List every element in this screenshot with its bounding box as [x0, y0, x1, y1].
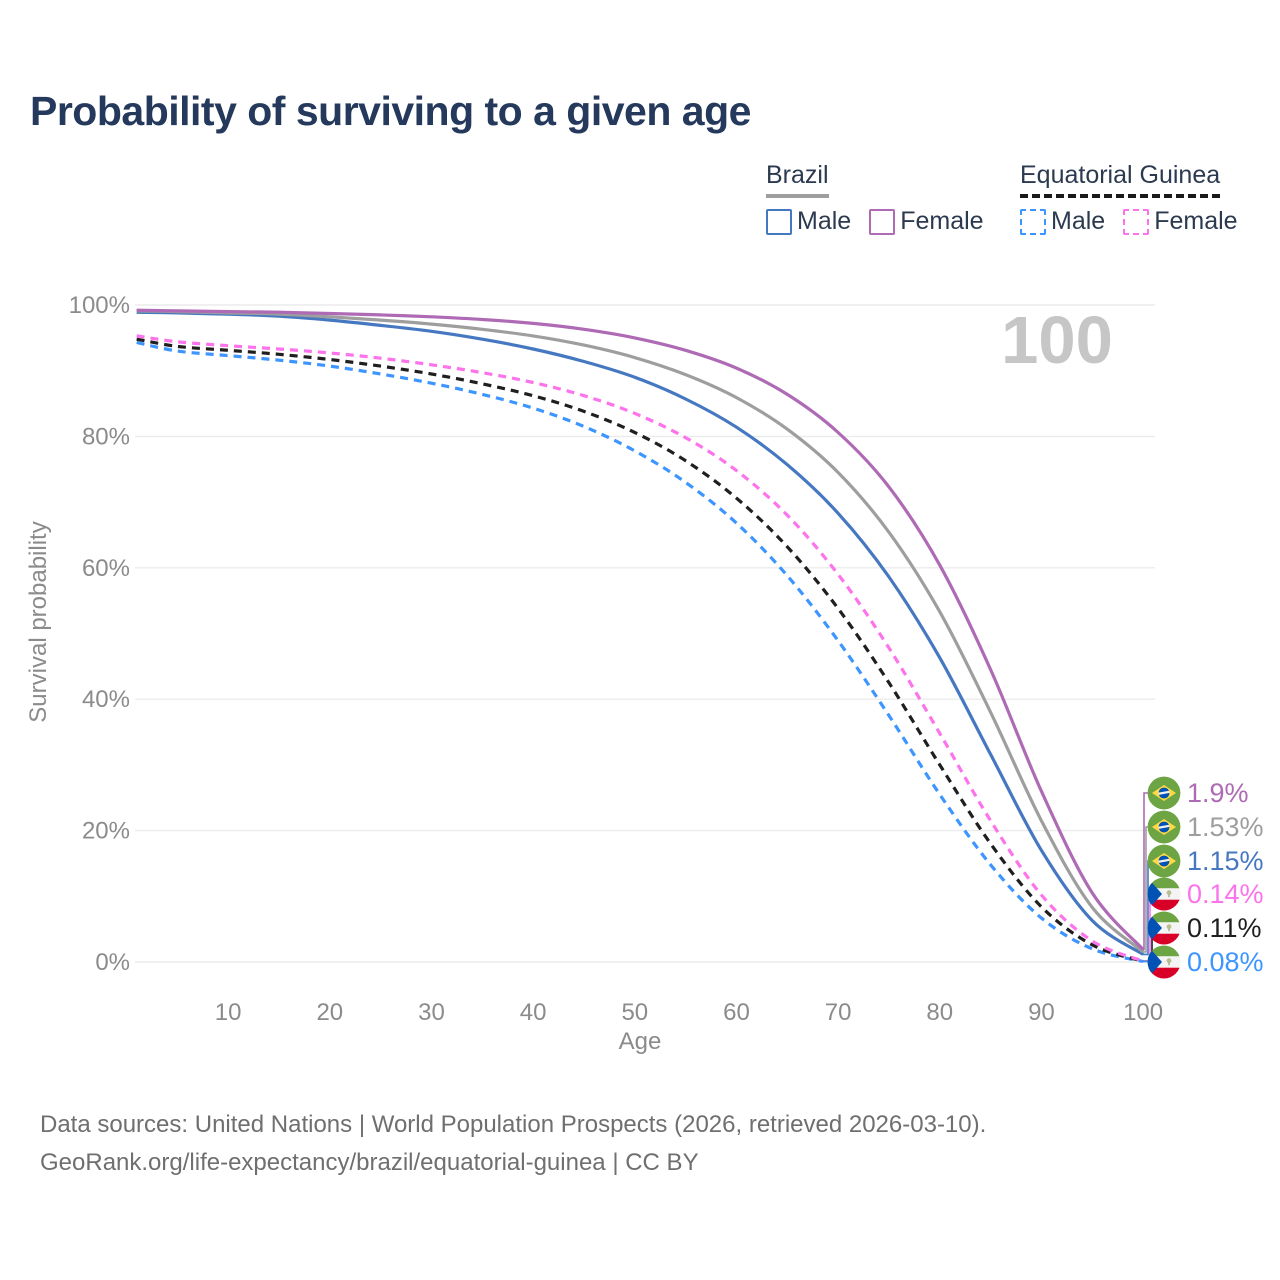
equatorial-guinea-flag-icon	[1147, 877, 1181, 911]
end-label-equatorial-guinea-both-sexes[interactable]: 0.11%	[1147, 911, 1262, 945]
series-connector	[1143, 792, 1150, 951]
legend-swatch-icon[interactable]	[869, 208, 896, 235]
series-line-brazil-both-sexes[interactable]	[136, 309, 1145, 954]
x-tick-label: 40	[520, 999, 547, 1026]
y-tick-label: 100%	[69, 292, 130, 319]
series-line-equatorial-guinea-female[interactable]	[136, 334, 1144, 963]
y-tick-label: 80%	[82, 423, 130, 450]
y-tick-label: 40%	[82, 686, 130, 713]
end-label-value: 1.9%	[1187, 778, 1249, 808]
y-tick-label: 60%	[82, 555, 130, 582]
legend: Brazil Male Female Equatorial Guinea Male Fem…	[0, 0, 1280, 250]
legend-item-equatorial-guinea-female[interactable]: Female	[1123, 207, 1238, 236]
legend-swatch-icon[interactable]	[766, 208, 792, 235]
end-label-value: 1.53%	[1187, 812, 1264, 842]
equatorial-guinea-flag-icon	[1147, 945, 1181, 979]
end-label-brazil-female[interactable]: 1.9%	[1147, 776, 1249, 810]
end-label-equatorial-guinea-female[interactable]: 0.14%	[1147, 877, 1264, 911]
y-axis-title: Survival probability	[25, 521, 52, 722]
footer-data-sources: Data sources: United Nations | World Pop…	[40, 1111, 987, 1138]
legend-group-equatorial-guinea: Equatorial Guinea Male Female	[1020, 161, 1256, 236]
brazil-flag-icon	[1147, 810, 1181, 844]
legend-swatch-icon[interactable]	[1123, 208, 1150, 235]
legend-item-label: Male	[797, 207, 852, 235]
legend-group-title: Brazil	[766, 161, 829, 198]
x-tick-label: 90	[1028, 999, 1055, 1026]
legend-item-label: Female	[1154, 207, 1238, 235]
legend-item-brazil-female[interactable]: Female	[869, 207, 984, 236]
y-tick-label: 20%	[82, 818, 130, 845]
legend-item-label: Female	[900, 207, 984, 235]
x-tick-label: 20	[316, 999, 343, 1026]
x-tick-label: 70	[825, 999, 852, 1026]
x-tick-label: 10	[215, 999, 242, 1026]
brazil-flag-icon	[1147, 776, 1181, 810]
end-label-brazil-male[interactable]: 1.15%	[1147, 844, 1264, 878]
end-label-value: 1.15%	[1187, 846, 1264, 876]
legend-item-label: Male	[1051, 207, 1106, 235]
series-line-equatorial-guinea-both-sexes[interactable]	[136, 337, 1144, 963]
x-tick-label: 30	[418, 999, 445, 1026]
end-label-value: 0.14%	[1187, 879, 1264, 909]
legend-group-title: Equatorial Guinea	[1020, 161, 1221, 198]
legend-group-brazil: Brazil Male Female	[766, 161, 1002, 236]
legend-item-equatorial-guinea-male[interactable]: Male	[1020, 207, 1105, 236]
current-age-watermark: 100	[1001, 303, 1113, 378]
x-tick-label: 50	[621, 999, 648, 1026]
legend-item-brazil-male[interactable]: Male	[766, 207, 851, 236]
series-line-brazil-male[interactable]	[136, 310, 1144, 956]
equatorial-guinea-flag-icon	[1147, 911, 1181, 945]
end-label-equatorial-guinea-male[interactable]: 0.08%	[1147, 945, 1264, 979]
x-axis-title: Age	[619, 1028, 662, 1055]
brazil-flag-icon	[1147, 844, 1181, 878]
y-tick-label: 0%	[95, 949, 130, 976]
x-tick-label: 60	[723, 999, 750, 1026]
end-label-value: 0.08%	[1187, 947, 1264, 977]
footer: Data sources: United Nations | World Pop…	[40, 1106, 986, 1182]
series-line-brazil-female[interactable]	[136, 308, 1145, 951]
end-label-value: 0.11%	[1187, 913, 1262, 943]
x-tick-label: 100	[1123, 999, 1163, 1026]
footer-attribution: GeoRank.org/life-expectancy/brazil/equat…	[40, 1149, 699, 1176]
x-tick-label: 80	[926, 999, 953, 1026]
end-label-brazil-both-sexes[interactable]: 1.53%	[1147, 810, 1264, 844]
legend-swatch-icon[interactable]	[1020, 208, 1046, 235]
page-title: Probability of surviving to a given age	[30, 88, 751, 134]
series-line-equatorial-guinea-male[interactable]	[136, 340, 1144, 964]
